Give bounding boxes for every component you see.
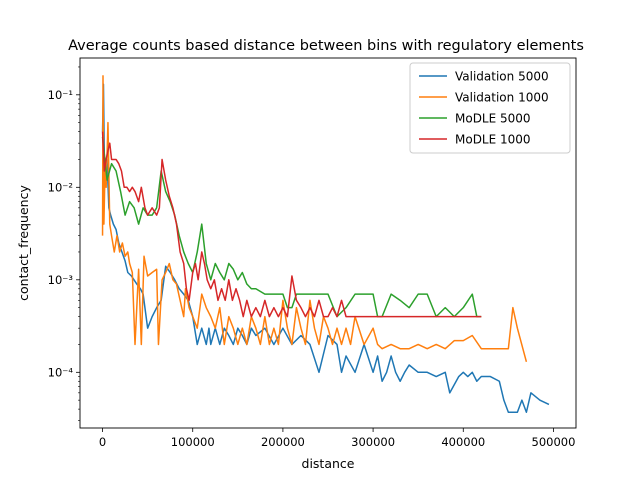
legend-items: Validation 5000 Validation 1000 MoDLE 5000… — [419, 70, 549, 147]
series-line-3 — [101, 136, 482, 318]
x-tick-label: 500000 — [532, 435, 576, 449]
x-tick-label: 0 — [99, 435, 106, 449]
y-tick-label: 10⁻³ — [48, 273, 74, 287]
legend-label-1: Validation 5000 — [455, 70, 549, 84]
x-tick-label: 200000 — [261, 435, 305, 449]
series-line-2 — [101, 75, 528, 362]
legend: Validation 5000 Validation 1000 MoDLE 5000… — [409, 62, 571, 154]
y-axis-label: contact_frequency — [16, 185, 31, 301]
x-tick-label: 300000 — [351, 435, 395, 449]
legend-label-2: Validation 1000 — [455, 91, 549, 105]
y-tick-label: 10⁻² — [48, 180, 73, 194]
plot-axes: 0 100000 200000 300000 400000 500000 10⁻⁴ 10⁻³… — [48, 57, 577, 449]
legend-label-4: MoDLE 1000 — [455, 133, 531, 147]
x-axis-label: distance — [302, 456, 355, 471]
plot-frame — [79, 57, 577, 429]
chart-title: Average counts based distance between bi… — [68, 38, 584, 54]
x-tick-label: 100000 — [171, 435, 215, 449]
legend-label-3: MoDLE 5000 — [455, 112, 531, 126]
series-layer — [101, 75, 550, 413]
y-tick-label: 10⁻¹ — [48, 88, 73, 102]
x-tick-label: 400000 — [441, 435, 485, 449]
series-line-4 — [101, 131, 482, 318]
x-ticks: 0 100000 200000 300000 400000 500000 — [99, 428, 576, 449]
legend-box — [409, 62, 571, 154]
y-tick-label: 10⁻⁴ — [48, 365, 74, 379]
y-ticks: 10⁻⁴ 10⁻³ 10⁻² 10⁻¹ — [48, 66, 80, 421]
